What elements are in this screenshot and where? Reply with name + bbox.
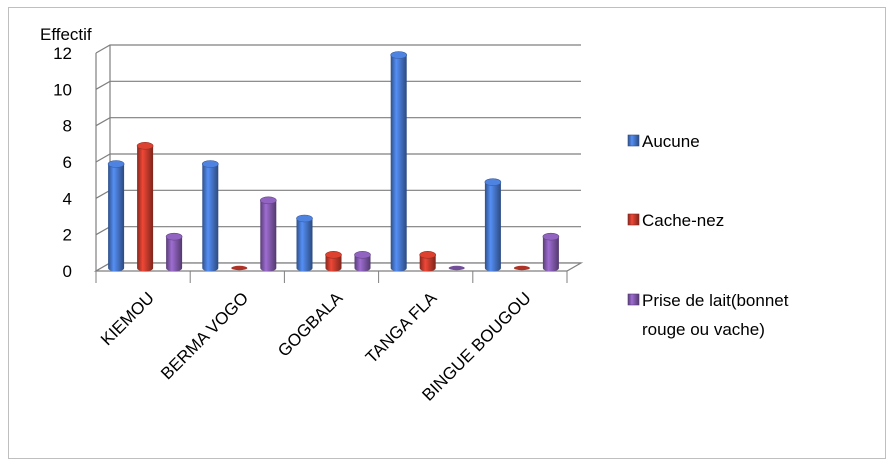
legend-swatch — [627, 293, 640, 306]
x-category-label: BERMA VOGO — [157, 288, 252, 383]
bar-prise-gogbala — [354, 251, 371, 272]
bar-body — [484, 182, 501, 272]
x-category-label: GOGBALA — [274, 288, 347, 361]
bar-body — [137, 145, 154, 272]
legend-item: Aucune — [627, 132, 700, 151]
y-axis-title: Effectif — [40, 25, 92, 44]
bar-body — [390, 55, 407, 272]
bar-prise-berma-vogo — [259, 196, 277, 272]
bar-cache-nez-gogbala — [325, 251, 342, 272]
bar-cap — [542, 232, 560, 241]
bar-cap — [296, 214, 313, 223]
y-tick-label: 10 — [53, 80, 72, 99]
bar-cap — [325, 251, 342, 259]
legend-item: Cache-nez — [627, 211, 724, 230]
legend-label: Aucune — [642, 132, 700, 151]
x-category-label: TANGA FLA — [362, 288, 441, 367]
gridline — [95, 80, 581, 90]
bar-cap — [484, 178, 502, 186]
bar-zero-disc — [231, 265, 248, 271]
bar-cache-nez-kiemou — [136, 142, 154, 272]
bar-body — [354, 254, 371, 272]
y-tick-label: 2 — [63, 226, 72, 245]
bar-body — [108, 164, 125, 272]
bar-cache-nez-tanga-fla — [419, 251, 437, 272]
bar-cap — [419, 251, 437, 259]
bar-body — [202, 164, 219, 272]
bar-cap — [390, 51, 408, 59]
legend-label: rouge ou vache) — [642, 320, 765, 339]
y-tick-label: 8 — [63, 117, 72, 136]
bar-cap — [107, 160, 125, 168]
legend-label: Cache-nez — [642, 211, 724, 230]
bar-body — [296, 218, 313, 272]
x-category-label: KIEMOU — [97, 288, 158, 349]
legend-item: Prise de lait(bonnet rouge ou vache) — [627, 291, 789, 339]
bar-cache-nez-berma-vogo — [231, 265, 248, 271]
bar-aucune-berma-vogo — [202, 160, 219, 272]
chart-frame — [8, 7, 886, 459]
gridline — [95, 153, 581, 163]
bar-cap — [259, 196, 277, 205]
y-tick-label: 12 — [53, 44, 72, 63]
legend-swatch — [627, 213, 640, 226]
gridline — [95, 189, 581, 199]
legend-label: Prise de lait(bonnet — [642, 291, 789, 310]
gridline — [95, 44, 581, 54]
gridline — [95, 226, 581, 236]
bar-zero-disc — [448, 265, 465, 271]
legend: Aucune Cache-nez Prise de lait(bonnet rouge… — [627, 132, 789, 339]
bar-body — [542, 236, 559, 272]
bar-cache-nez-bingue-bougou — [513, 265, 530, 271]
bar-prise-kiemou — [165, 232, 183, 272]
bar-aucune-bingue-bougou — [484, 178, 502, 272]
legend-swatch — [627, 134, 640, 147]
bar-body — [260, 200, 277, 272]
y-tick-label: 4 — [63, 189, 72, 208]
bar-prise-tanga-fla — [448, 265, 465, 271]
bar-aucune-kiemou — [107, 160, 125, 272]
bars — [107, 51, 560, 272]
bar-body — [166, 236, 183, 272]
y-tick-label: 0 — [63, 262, 72, 281]
bar-zero-disc — [513, 265, 530, 271]
bar-body — [419, 254, 436, 272]
bar-aucune-tanga-fla — [390, 51, 408, 272]
bar-cap — [136, 142, 154, 150]
bar-cap — [165, 232, 183, 241]
bar-body — [325, 254, 342, 272]
bar-cap — [202, 160, 219, 168]
bar-prise-bingue-bougou — [542, 232, 560, 272]
bar-cap — [354, 251, 371, 259]
y-tick-label: 6 — [63, 153, 72, 172]
gridline — [95, 117, 581, 127]
bar-aucune-gogbala — [296, 214, 313, 272]
